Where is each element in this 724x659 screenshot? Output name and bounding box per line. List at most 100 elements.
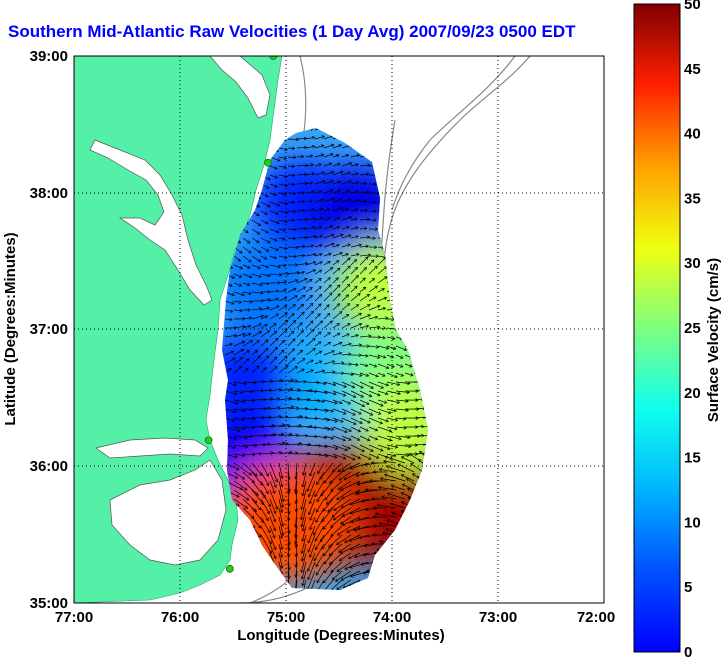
velocity-arrowhead	[301, 270, 306, 275]
velocity-arrowhead	[343, 384, 347, 388]
velocity-arrow	[314, 217, 323, 221]
velocity-arrowhead	[241, 476, 245, 480]
velocity-arrow	[233, 282, 242, 287]
velocity-arrowhead	[387, 446, 391, 450]
velocity-arrowhead	[347, 265, 351, 269]
velocity-arrowhead	[364, 363, 369, 368]
velocity-arrowhead	[311, 136, 316, 140]
velocity-arrowhead	[409, 364, 413, 368]
velocity-arrow	[350, 209, 358, 212]
velocity-arrow	[307, 525, 316, 544]
velocity-arrow	[260, 255, 268, 260]
velocity-arrow	[287, 304, 296, 311]
hf-radar-station-marker	[204, 436, 213, 445]
velocity-arrowhead	[299, 516, 304, 521]
velocity-arrowhead	[288, 396, 293, 401]
velocity-arrow	[404, 372, 414, 376]
velocity-arrowhead	[283, 192, 287, 196]
velocity-arrowhead	[300, 550, 305, 554]
velocity-arrow	[395, 426, 407, 429]
velocity-arrowhead	[273, 192, 278, 197]
velocity-arrow	[260, 452, 274, 455]
velocity-arrowhead	[283, 296, 288, 301]
velocity-arrow	[343, 471, 361, 480]
velocity-arrowhead	[366, 569, 370, 573]
velocity-arrowhead	[406, 478, 410, 482]
velocity-arrowhead	[304, 406, 309, 411]
velocity-arrowhead	[376, 503, 381, 508]
y-tick-label: 37:00	[30, 321, 68, 338]
velocity-arrowhead	[407, 497, 412, 501]
velocity-arrowhead	[309, 279, 313, 283]
velocity-arrowhead	[302, 244, 306, 249]
velocity-arrow	[341, 399, 351, 405]
velocity-arrowhead	[356, 437, 361, 441]
velocity-arrow	[341, 417, 357, 425]
velocity-arrow	[305, 269, 316, 275]
velocity-arrow	[377, 336, 386, 339]
velocity-arrow	[287, 165, 295, 167]
velocity-arrow	[251, 365, 260, 374]
velocity-arrow	[269, 201, 280, 207]
velocity-arrowhead	[312, 225, 316, 230]
velocity-arrow	[336, 561, 352, 572]
velocity-arrowhead	[416, 407, 420, 411]
velocity-arrowhead	[257, 222, 262, 227]
velocity-arrowhead	[318, 226, 323, 230]
velocity-arrowhead	[321, 171, 326, 175]
velocity-arrow	[308, 480, 316, 498]
velocity-arrow	[322, 498, 334, 512]
velocity-arrowhead	[319, 320, 324, 324]
velocity-arrowhead	[373, 209, 377, 213]
velocity-arrow	[309, 516, 316, 530]
velocity-arrow	[320, 480, 334, 497]
velocity-arrowhead	[229, 317, 233, 322]
velocity-arrowhead	[286, 554, 291, 558]
velocity-arrowhead	[276, 203, 281, 207]
velocity-arrowhead	[391, 364, 395, 368]
velocity-arrow	[260, 443, 271, 446]
velocity-arrowhead	[399, 364, 404, 368]
velocity-arrowhead	[349, 547, 354, 551]
velocity-arrow	[296, 246, 306, 248]
velocity-arrowhead	[383, 296, 388, 301]
velocity-arrowhead	[385, 316, 389, 320]
velocity-arrowhead	[229, 342, 233, 347]
velocity-arrowhead	[266, 281, 270, 286]
velocity-arrow	[368, 417, 383, 424]
velocity-arrow	[350, 334, 359, 338]
velocity-arrowhead	[338, 311, 343, 315]
velocity-arrow	[314, 426, 331, 430]
velocity-arrow	[314, 313, 321, 320]
velocity-arrowhead	[279, 509, 284, 514]
velocity-arrowhead	[287, 547, 291, 551]
velocity-arrowhead	[367, 253, 372, 257]
velocity-arrowhead	[281, 603, 284, 606]
velocity-arrow	[278, 328, 288, 338]
velocity-arrow	[269, 356, 278, 365]
velocity-arrowhead	[373, 182, 377, 186]
velocity-arrowhead	[329, 561, 333, 565]
velocity-arrowhead	[377, 304, 381, 309]
velocity-arrow	[296, 182, 308, 185]
velocity-arrow	[375, 513, 397, 518]
velocity-arrowhead	[272, 527, 277, 532]
velocity-arrow	[368, 316, 378, 320]
velocity-arrow	[269, 462, 278, 483]
velocity-arrowhead	[394, 426, 398, 431]
velocity-arrowhead	[376, 392, 381, 397]
velocity-arrow	[287, 425, 302, 428]
velocity-arrow	[269, 525, 276, 539]
velocity-arrowhead	[382, 335, 386, 340]
velocity-arrowhead	[336, 332, 341, 336]
velocity-arrow	[296, 164, 308, 167]
velocity-arrow	[233, 417, 245, 421]
velocity-arrowhead	[336, 496, 340, 500]
velocity-arrow	[224, 318, 233, 321]
velocity-arrow	[332, 217, 341, 221]
velocity-arrowhead	[374, 512, 379, 516]
velocity-arrowhead	[354, 491, 359, 496]
velocity-arrow	[395, 345, 407, 351]
velocity-arrow	[330, 561, 343, 573]
velocity-arrowhead	[336, 243, 340, 248]
